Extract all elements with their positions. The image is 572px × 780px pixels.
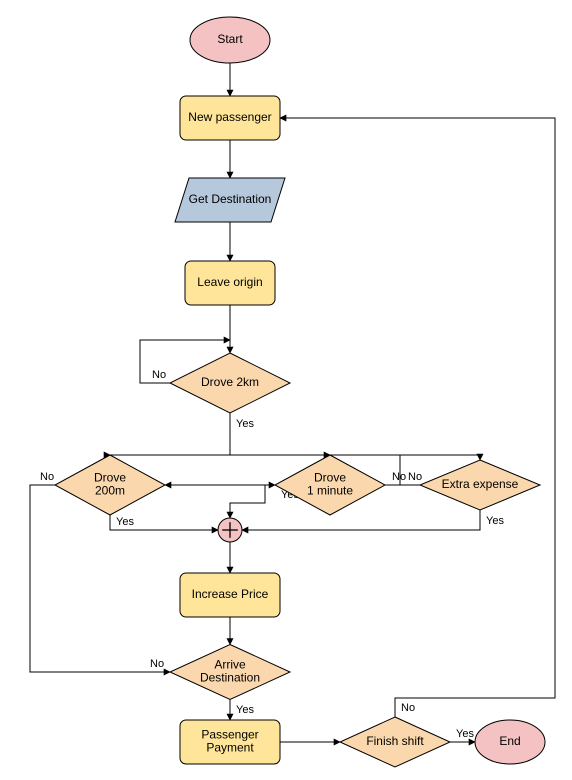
edge-label-2km-yes-down: Yes xyxy=(236,418,254,430)
flowchart-canvas: NoYesYesYesYesNoNoNoYesNoYesNoStartNew p… xyxy=(0,0,572,780)
payment-label: Payment xyxy=(206,741,254,755)
edge-200m-no xyxy=(30,485,170,672)
edge-label-extra-no: No xyxy=(408,471,422,483)
drove_200m-node: Drove200m xyxy=(55,455,165,515)
edge-label-2km-no-loop: No xyxy=(152,369,166,381)
inc_price-label: Increase Price xyxy=(192,587,269,601)
edge-label-200m-no: No xyxy=(40,471,54,483)
finish_shift-node: Finish shift xyxy=(340,717,450,767)
drove_1min-node: Drove1 minute xyxy=(275,455,385,515)
get_dest-node: Get Destination xyxy=(175,178,285,222)
drove_1min-label: Drove xyxy=(314,471,346,485)
edge-label-finish-no-loop: No xyxy=(401,702,415,714)
leave_origin-node: Leave origin xyxy=(185,261,275,305)
edge-label-arrive-no: No xyxy=(150,658,164,670)
start-node: Start xyxy=(190,17,270,63)
drove_1min-label: 1 minute xyxy=(307,484,353,498)
finish_shift-label: Finish shift xyxy=(366,734,424,748)
drove_200m-label: 200m xyxy=(95,484,125,498)
payment-node: PassengerPayment xyxy=(180,720,280,764)
drove_200m-label: Drove xyxy=(94,471,126,485)
extra_exp-label: Extra expense xyxy=(442,477,519,491)
edge-label-extra-yes: Yes xyxy=(486,515,504,527)
new_passenger-label: New passenger xyxy=(188,110,271,124)
inc_price-node: Increase Price xyxy=(180,573,280,617)
start-label: Start xyxy=(217,32,243,46)
edge-label-1min-no: No xyxy=(392,471,406,483)
edge-extra-yes xyxy=(242,510,480,530)
extra_exp-node: Extra expense xyxy=(420,460,540,510)
edge-label-finish-yes-end: Yes xyxy=(456,728,474,740)
arrive_dest-label: Destination xyxy=(200,671,260,685)
drove_2km-label: Drove 2km xyxy=(201,375,259,389)
payment-label: Passenger xyxy=(201,728,258,742)
edge-label-200m-yes: Yes xyxy=(116,516,134,528)
arrive_dest-node: ArriveDestination xyxy=(170,645,290,700)
end-node: End xyxy=(475,720,545,764)
drove_2km-node: Drove 2km xyxy=(170,353,290,413)
connector-node xyxy=(218,518,242,542)
edge-1min-yes xyxy=(230,485,275,518)
edge-label-arrive-yes: Yes xyxy=(236,704,254,716)
end-label: End xyxy=(499,734,520,748)
leave_origin-label: Leave origin xyxy=(197,275,262,289)
new_passenger-node: New passenger xyxy=(180,96,280,140)
arrive_dest-label: Arrive xyxy=(214,658,246,672)
get_dest-label: Get Destination xyxy=(189,192,272,206)
edge-finish-no-loop xyxy=(280,118,555,717)
